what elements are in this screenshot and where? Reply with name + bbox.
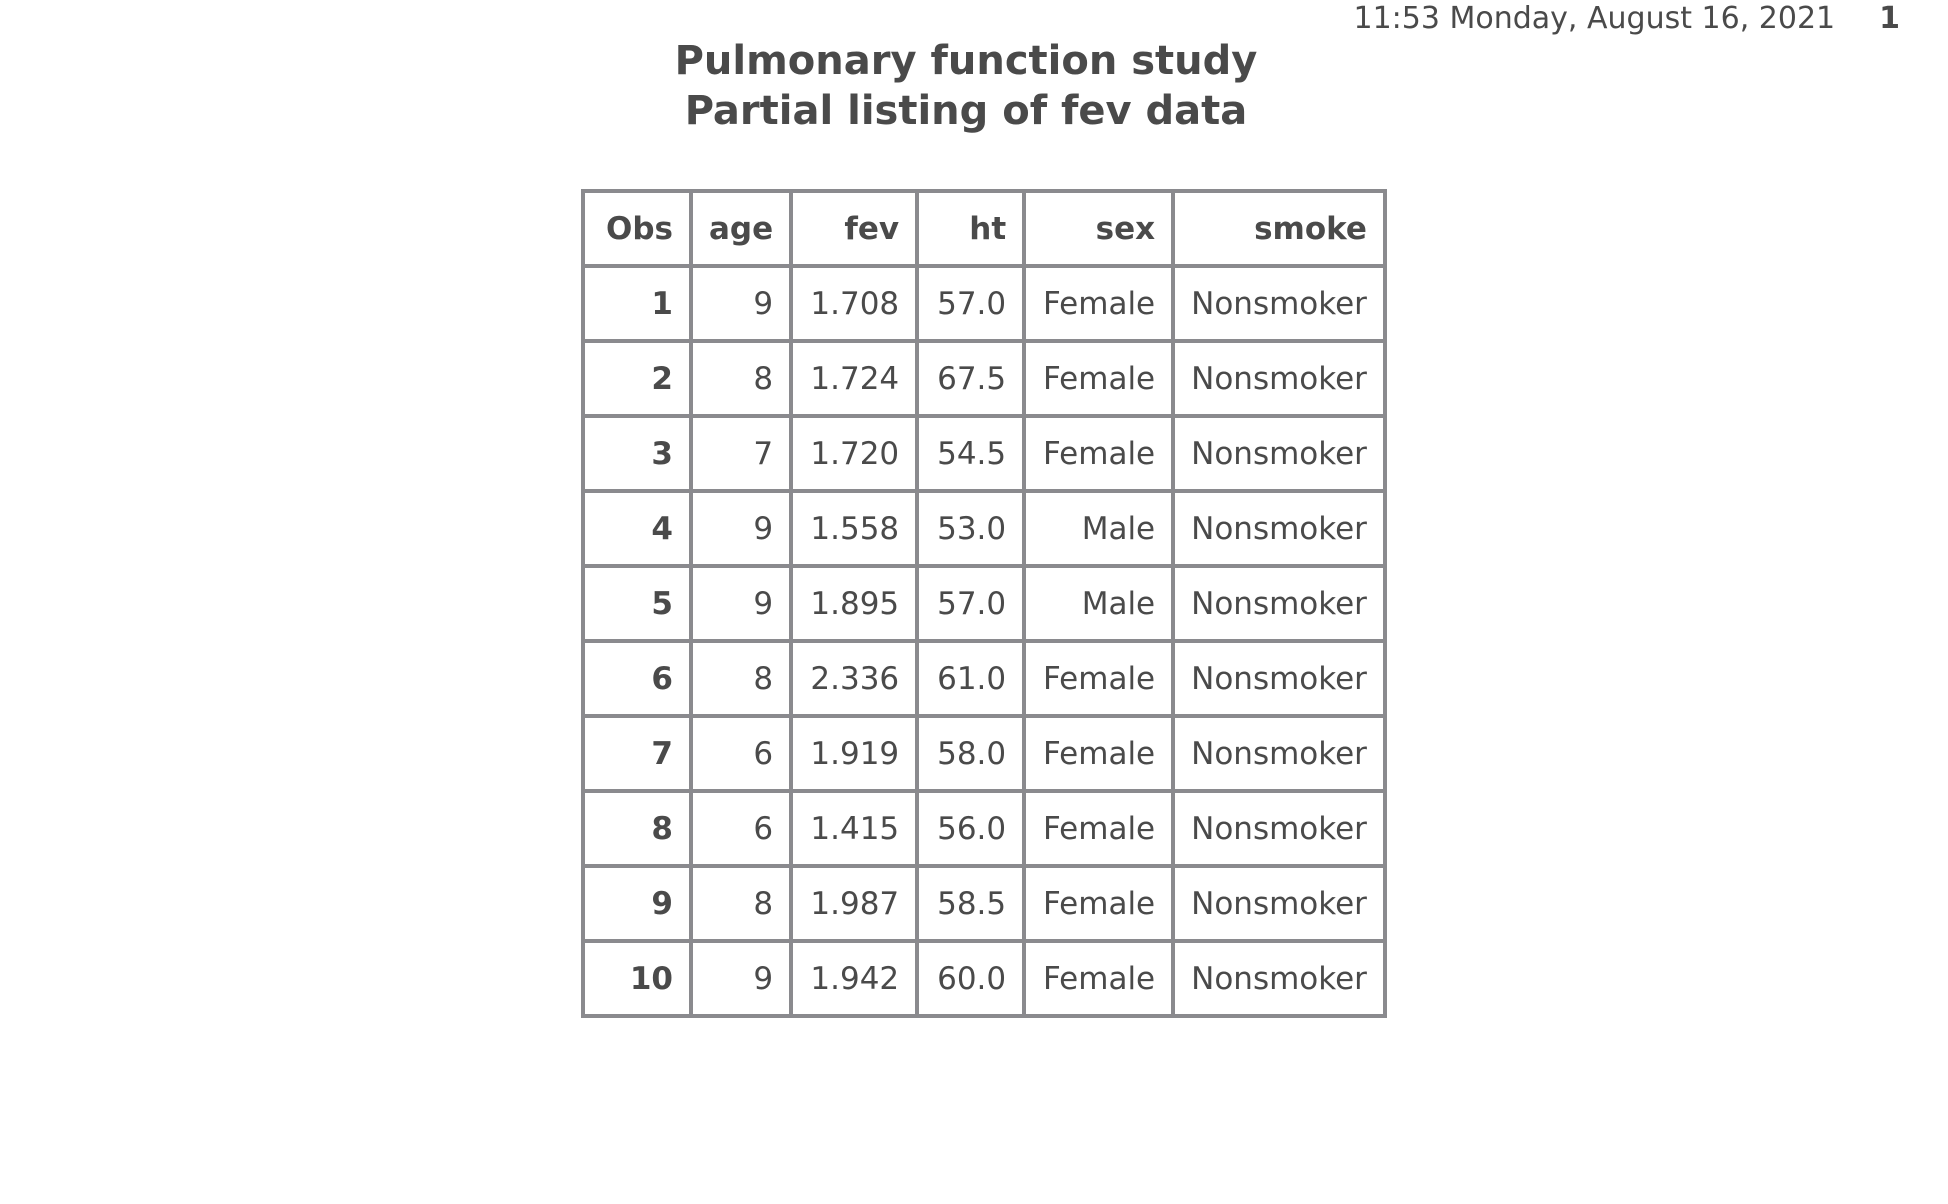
cell-smoke: Nonsmoker [1171,864,1387,943]
cell-obs: 10 [581,939,693,1018]
cell-smoke: Nonsmoker [1171,264,1387,343]
cell-sex: Female [1022,264,1176,343]
report-title: Pulmonary function study [674,38,1258,84]
data-listing-table: Obs age fev ht sex smoke 1 9 1.708 57.0 Fema… [581,189,1387,1018]
cell-smoke: Nonsmoker [1171,414,1387,493]
cell-sex: Female [1022,339,1176,418]
cell-age: 9 [688,264,794,343]
table-row: 3 7 1.720 54.5 Female Nonsmoker [581,414,1387,493]
cell-sex: Female [1022,789,1176,868]
cell-ht: 67.5 [915,339,1027,418]
cell-ht: 57.0 [915,564,1027,643]
cell-smoke: Nonsmoker [1171,639,1387,718]
table-row: 6 8 2.336 61.0 Female Nonsmoker [581,639,1387,718]
cell-ht: 57.0 [915,264,1027,343]
cell-obs: 2 [581,339,693,418]
cell-obs: 3 [581,414,693,493]
cell-obs: 5 [581,564,693,643]
report-datetime: 11:53 Monday, August 16, 2021 [1353,0,1836,36]
cell-obs: 1 [581,264,693,343]
column-header-age: age [688,189,794,268]
column-header-sex: sex [1022,189,1176,268]
cell-fev: 1.919 [789,714,920,793]
column-header-fev: fev [789,189,920,268]
table-row: 4 9 1.558 53.0 Male Nonsmoker [581,489,1387,568]
table-row: 1 9 1.708 57.0 Female Nonsmoker [581,264,1387,343]
cell-age: 8 [688,639,794,718]
page-header: 11:53 Monday, August 16, 2021 1 [1354,0,1901,36]
cell-obs: 6 [581,639,693,718]
cell-age: 6 [688,714,794,793]
table-row: 2 8 1.724 67.5 Female Nonsmoker [581,339,1387,418]
cell-fev: 1.987 [789,864,920,943]
cell-fev: 1.895 [789,564,920,643]
cell-fev: 1.415 [789,789,920,868]
column-header-ht: ht [915,189,1027,268]
cell-obs: 7 [581,714,693,793]
table-header-row: Obs age fev ht sex smoke [581,189,1387,268]
cell-ht: 61.0 [915,639,1027,718]
cell-fev: 1.720 [789,414,920,493]
cell-obs: 4 [581,489,693,568]
cell-sex: Female [1022,714,1176,793]
page-number: 1 [1879,0,1900,36]
cell-obs: 9 [581,864,693,943]
cell-fev: 1.558 [789,489,920,568]
cell-smoke: Nonsmoker [1171,564,1387,643]
cell-age: 6 [688,789,794,868]
cell-sex: Male [1022,564,1176,643]
cell-ht: 56.0 [915,789,1027,868]
cell-ht: 53.0 [915,489,1027,568]
cell-smoke: Nonsmoker [1171,789,1387,868]
cell-age: 9 [688,564,794,643]
table-row: 5 9 1.895 57.0 Male Nonsmoker [581,564,1387,643]
table-row: 9 8 1.987 58.5 Female Nonsmoker [581,864,1387,943]
cell-sex: Male [1022,489,1176,568]
cell-sex: Female [1022,414,1176,493]
cell-smoke: Nonsmoker [1171,714,1387,793]
cell-ht: 58.0 [915,714,1027,793]
table-row: 7 6 1.919 58.0 Female Nonsmoker [581,714,1387,793]
cell-smoke: Nonsmoker [1171,339,1387,418]
cell-sex: Female [1022,939,1176,1018]
cell-sex: Female [1022,864,1176,943]
cell-fev: 1.724 [789,339,920,418]
cell-ht: 54.5 [915,414,1027,493]
cell-age: 9 [688,939,794,1018]
table-row: 10 9 1.942 60.0 Female Nonsmoker [581,939,1387,1018]
cell-fev: 1.942 [789,939,920,1018]
cell-age: 8 [688,339,794,418]
cell-obs: 8 [581,789,693,868]
column-header-obs: Obs [581,189,693,268]
cell-smoke: Nonsmoker [1171,489,1387,568]
cell-age: 9 [688,489,794,568]
cell-fev: 1.708 [789,264,920,343]
table-body: 1 9 1.708 57.0 Female Nonsmoker 2 8 1.724 67.5 Fem… [581,264,1387,1018]
cell-smoke: Nonsmoker [1171,939,1387,1018]
cell-age: 7 [688,414,794,493]
report-subtitle: Partial listing of fev data [684,88,1248,134]
cell-ht: 58.5 [915,864,1027,943]
cell-sex: Female [1022,639,1176,718]
column-header-smoke: smoke [1171,189,1387,268]
cell-age: 8 [688,864,794,943]
cell-ht: 60.0 [915,939,1027,1018]
report-titles: Pulmonary function study Partial listing… [0,36,1932,136]
cell-fev: 2.336 [789,639,920,718]
table-row: 8 6 1.415 56.0 Female Nonsmoker [581,789,1387,868]
